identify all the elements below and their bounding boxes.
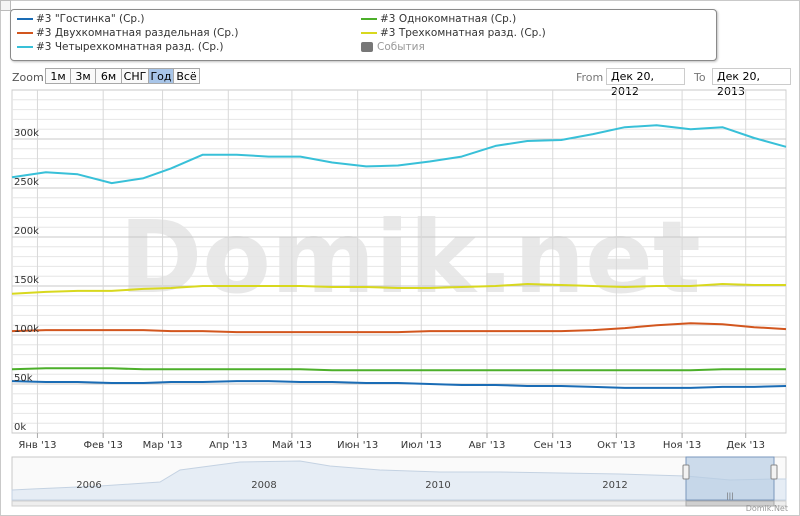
legend-swatch (361, 32, 377, 34)
navigator-handle-right (770, 464, 778, 480)
navigator-year-label: 2012 (602, 480, 627, 491)
x-tick-label: Мар '13 (143, 440, 183, 451)
y-tick-label: 150k (14, 275, 39, 286)
series-lines (11, 124, 787, 389)
x-tick-label: Апр '13 (209, 440, 247, 451)
range-to-label: To (694, 71, 706, 84)
legend-swatch (17, 46, 33, 48)
navigator-year-label: 2006 (76, 480, 101, 491)
zoom-ytd-button[interactable]: СНГ (121, 68, 149, 84)
navigator[interactable]: 2006 2008 2010 2012 ||| (11, 456, 787, 507)
range-from-input[interactable]: Дек 20, 2012 (606, 68, 685, 98)
scrollbar-thumb (685, 500, 775, 507)
navigator-year-label: 2008 (251, 480, 276, 491)
y-tick-label: 0k (14, 422, 26, 433)
x-gridlines (36, 90, 747, 433)
legend-swatch (17, 18, 33, 20)
scrollbar-track (11, 500, 787, 507)
legend-swatch (361, 18, 377, 20)
x-tick-label: Июн '13 (337, 440, 378, 451)
navigator-year-label: 2010 (425, 480, 450, 491)
legend-item-odnokomnatnaya[interactable]: #3 Однокомнатная (Ср.) (361, 13, 516, 26)
series-line (11, 283, 786, 295)
x-tick-label: Фев '13 (84, 440, 123, 451)
series-line (11, 380, 787, 389)
events-flag-icon (361, 42, 373, 52)
zoom-all-button[interactable]: Всё (173, 68, 200, 84)
legend-item-chetyrehkomnatnaya[interactable]: #3 Четырехкомнатная разд. (Ср.) (17, 41, 223, 54)
x-tick-label: Окт '13 (597, 440, 635, 451)
series-line (11, 367, 786, 372)
y-tick-label: 250k (14, 177, 39, 188)
navigator-area (11, 460, 787, 501)
y-axis-ticks: 0k 50k 100k 150k 200k 250k 300k (14, 128, 39, 433)
y-tick-label: 200k (14, 226, 39, 237)
range-from-label: From (576, 71, 604, 84)
scrollbar-grip-icon: ||| (726, 492, 733, 500)
legend-label: #3 Однокомнатная (Ср.) (380, 13, 517, 25)
chart-legend: #3 "Гостинка" (Ср.) #3 Однокомнатная (Ср… (10, 9, 717, 61)
x-axis-ticks: Янв '13 Фев '13 Мар '13 Апр '13 Май '13 Июн '… (18, 433, 765, 451)
zoom-label: Zoom (12, 71, 44, 84)
legend-item-events[interactable]: События (361, 41, 425, 54)
x-tick-label: Дек '13 (726, 440, 765, 451)
y-tick-label: 100k (14, 324, 39, 335)
x-tick-label: Июл '13 (401, 440, 442, 451)
series-line (11, 322, 787, 334)
legend-item-trehkomnatnaya[interactable]: #3 Трехкомнатная разд. (Ср.) (361, 27, 546, 40)
zoom-3m-button[interactable]: 3м (70, 68, 96, 84)
x-tick-label: Янв '13 (18, 440, 56, 451)
x-tick-label: Сен '13 (534, 440, 572, 451)
legend-label: #3 "Гостинка" (Ср.) (36, 13, 145, 25)
legend-label: События (377, 41, 425, 53)
series-line (11, 124, 787, 185)
y-tick-label: 50k (14, 373, 33, 384)
watermark-text: Domik.net (119, 199, 701, 316)
legend-label: #3 Четырехкомнатная разд. (Ср.) (36, 41, 224, 53)
legend-swatch (17, 32, 33, 34)
zoom-1y-button[interactable]: Год (148, 68, 174, 84)
navigator-handle-left (682, 464, 690, 480)
legend-item-gostinka[interactable]: #3 "Гостинка" (Ср.) (17, 13, 145, 26)
legend-item-dvuhkomnatnaya[interactable]: #3 Двухкомнатная раздельная (Ср.) (17, 27, 238, 40)
credit-text: Domik.Net (745, 504, 788, 513)
legend-label: #3 Трехкомнатная разд. (Ср.) (380, 27, 546, 39)
x-tick-label: Май '13 (272, 440, 312, 451)
corner-handle[interactable] (0, 0, 11, 11)
x-tick-label: Ноя '13 (663, 440, 701, 451)
x-tick-label: Авг '13 (469, 440, 506, 451)
legend-label: #3 Двухкомнатная раздельная (Ср.) (36, 27, 239, 39)
range-to-input[interactable]: Дек 20, 2013 (712, 68, 791, 98)
y-tick-label: 300k (14, 128, 39, 139)
